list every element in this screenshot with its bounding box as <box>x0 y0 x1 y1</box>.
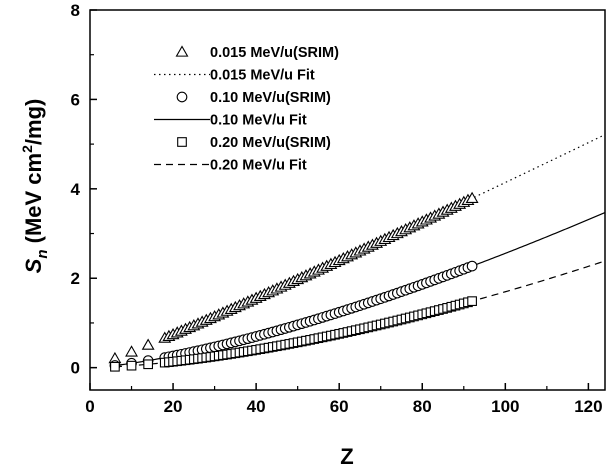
legend-label: 0.10 MeV/u Fit <box>210 113 307 129</box>
legend-marker <box>177 137 187 147</box>
y-axis-symbol: S <box>21 258 46 273</box>
data-point <box>126 360 137 371</box>
y-axis-unit-end: /mg) <box>21 99 46 145</box>
y-tick-label: 0 <box>71 359 80 378</box>
x-tick-label: 0 <box>85 397 94 416</box>
data-point <box>141 338 155 350</box>
plot-frame <box>89 9 606 391</box>
x-axis-title: Z <box>340 444 353 469</box>
x-tick-label: 80 <box>413 397 432 416</box>
x-tick-label: 40 <box>247 397 266 416</box>
legend-label: 0.20 MeV/u Fit <box>210 158 307 174</box>
data-point <box>466 260 478 272</box>
data-point <box>467 296 477 306</box>
y-axis-unit: (MeV cm <box>21 153 46 250</box>
y-tick-label: 8 <box>71 1 80 20</box>
x-tick-label: 20 <box>164 397 183 416</box>
y-tick-label: 4 <box>71 180 81 199</box>
legend: 0.015 MeV/u(SRIM) 0.015 MeV/u Fit 0.10 MeV… <box>154 45 339 174</box>
series-line <box>114 211 606 367</box>
y-axis-title: Sn (MeV cm2/mg) <box>19 99 51 274</box>
x-tick-label: 100 <box>491 397 519 416</box>
legend-label: 0.015 MeV/u Fit <box>210 68 315 84</box>
legend-label: 0.10 MeV/u(SRIM) <box>210 90 331 106</box>
legend-label: 0.20 MeV/u(SRIM) <box>210 135 331 151</box>
data-point <box>125 345 138 357</box>
x-tick-label: 60 <box>330 397 349 416</box>
data-point <box>110 361 120 372</box>
x-tick-label: 120 <box>574 397 602 416</box>
y-axis-unit-superscript: 2 <box>19 145 35 153</box>
chart-marks <box>108 134 606 372</box>
legend-marker <box>176 91 188 103</box>
data-point <box>465 191 479 203</box>
data-point <box>143 359 153 370</box>
y-tick-label: 6 <box>71 90 80 109</box>
legend-label: 0.015 MeV/u(SRIM) <box>210 45 339 61</box>
y-tick-label: 2 <box>71 269 80 288</box>
y-axis-subscript: n <box>34 249 51 258</box>
legend-marker <box>175 45 189 57</box>
axes: 0 20 40 60 80 100 120 0 2 4 6 8 <box>71 1 603 416</box>
